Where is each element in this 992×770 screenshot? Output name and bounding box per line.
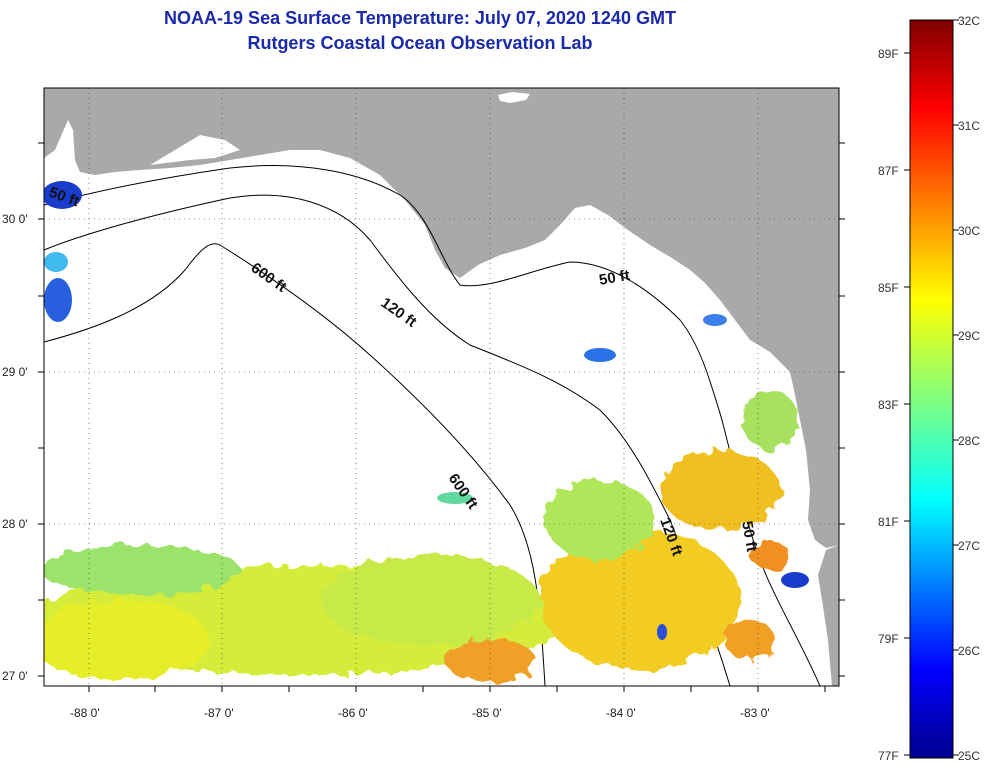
- sst-patch-blue-east: [703, 314, 727, 326]
- lon-label-85: -85 0': [472, 706, 502, 720]
- colorbar-gradient: [909, 19, 954, 759]
- sst-patch-blue-small: [657, 624, 667, 640]
- sst-patch-southwest: [44, 600, 210, 680]
- colorbar-f-85: 85F: [878, 281, 899, 295]
- contour-600ft-line: [44, 243, 546, 686]
- land-bay-detail: [150, 135, 240, 165]
- sst-patch-hot-spot: [445, 638, 535, 682]
- colorbar-f-81: 81F: [878, 515, 899, 529]
- lon-label-88: -88 0': [70, 706, 100, 720]
- contour-120ft-line: [44, 194, 731, 686]
- colorbar-f-89: 89F: [878, 47, 899, 61]
- lake-icon: [498, 92, 530, 103]
- colorbar-f-79: 79F: [878, 632, 899, 646]
- colorbar-f-77: 77F: [878, 749, 899, 763]
- land-south-peninsula: [818, 545, 839, 686]
- sst-patch-mid-green: [545, 480, 655, 560]
- land-florida-panhandle: [44, 88, 839, 548]
- contour-label-50ft-south: 50 ft: [738, 520, 760, 553]
- sst-patch-cyan-west: [44, 252, 68, 272]
- sst-patch-east-warm: [660, 450, 780, 530]
- lat-label-30: 30 0': [2, 212, 28, 226]
- colorbar-c-29: 29C: [958, 329, 980, 343]
- sst-map: 30 0' 29 0' 28 0' 27 0' -88 0' -87 0' -8…: [2, 87, 845, 720]
- sst-patch-west-green: [44, 545, 240, 595]
- sst-patch-teal-north: [437, 492, 473, 504]
- lon-label-87: -87 0': [204, 706, 234, 720]
- sst-patch-bay-orange: [750, 541, 790, 569]
- contour-label-50ft-north: 50 ft: [598, 267, 631, 289]
- lat-label-27: 27 0': [2, 669, 28, 683]
- colorbar-c-31: 31C: [958, 119, 980, 133]
- colorbar-c-28: 28C: [958, 434, 980, 448]
- sst-patch-lower-orange: [725, 620, 775, 660]
- colorbar-c-25: 25C: [958, 749, 980, 763]
- sst-patch-central: [320, 555, 540, 645]
- colorbar-c-26: 26C: [958, 644, 980, 658]
- sst-patch-southeast: [540, 530, 740, 670]
- lat-label-28: 28 0': [2, 517, 28, 531]
- colorbar-f-87: 87F: [878, 164, 899, 178]
- sst-patch-blue-west: [44, 278, 72, 322]
- colorbar-f-83: 83F: [878, 398, 899, 412]
- sst-patch-blue-tampa: [781, 572, 809, 588]
- lon-label-83: -83 0': [740, 706, 770, 720]
- lon-label-84: -84 0': [606, 706, 636, 720]
- map-title: NOAA-19 Sea Surface Temperature: July 07…: [164, 8, 676, 28]
- sst-patch-blue-nw: [44, 181, 82, 209]
- sst-patch-blue-cedarkey: [584, 348, 616, 362]
- colorbar-c-27: 27C: [958, 539, 980, 553]
- sst-patch-east-green: [742, 390, 798, 450]
- colorbar-c-30: 30C: [958, 224, 980, 238]
- lat-label-29: 29 0': [2, 365, 28, 379]
- colorbar-c-32: 32C: [958, 14, 980, 28]
- map-subtitle: Rutgers Coastal Ocean Observation Lab: [247, 33, 593, 53]
- map-frame: [43, 87, 840, 687]
- lon-label-86: -86 0': [338, 706, 368, 720]
